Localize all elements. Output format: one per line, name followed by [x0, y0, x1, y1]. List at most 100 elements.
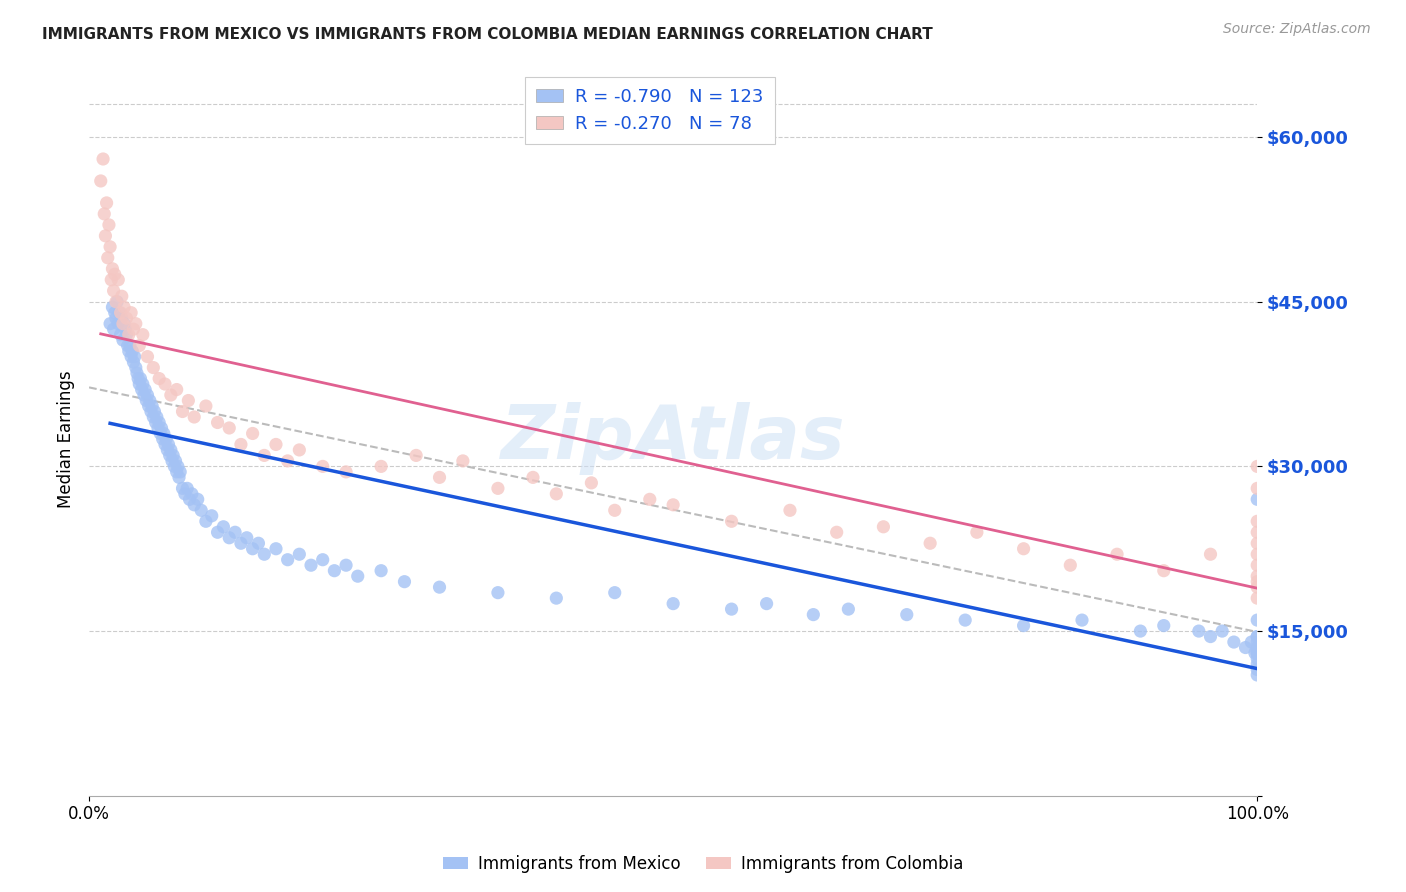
Point [167, 470, 190, 484]
Point [111, 333, 134, 347]
Point [299, 558, 322, 573]
Point [103, 322, 125, 336]
Point [120, 350, 142, 364]
Point [1246, 630, 1268, 644]
Point [97, 251, 120, 265]
Point [166, 465, 188, 479]
Point [156, 442, 179, 457]
Point [128, 377, 150, 392]
Point [166, 383, 188, 397]
Point [207, 525, 229, 540]
Point [124, 350, 146, 364]
Point [229, 536, 252, 550]
Point [1071, 613, 1094, 627]
Point [117, 338, 139, 352]
Text: ZipAtlas: ZipAtlas [501, 402, 845, 475]
Point [142, 409, 165, 424]
Point [872, 520, 894, 534]
Point [277, 454, 299, 468]
Point [180, 487, 202, 501]
Point [1246, 574, 1268, 589]
Point [153, 437, 176, 451]
Point [1246, 492, 1268, 507]
Point [148, 416, 170, 430]
Point [100, 273, 122, 287]
Point [288, 547, 311, 561]
Point [335, 558, 357, 573]
Point [247, 536, 270, 550]
Point [1199, 547, 1222, 561]
Point [104, 267, 127, 281]
Point [122, 322, 145, 336]
Point [429, 580, 451, 594]
Point [755, 597, 778, 611]
Point [370, 564, 392, 578]
Point [1246, 569, 1268, 583]
Point [122, 355, 145, 369]
Point [107, 273, 129, 287]
Point [242, 426, 264, 441]
Point [224, 525, 246, 540]
Point [194, 399, 217, 413]
Point [242, 541, 264, 556]
Point [1105, 547, 1128, 561]
Point [104, 306, 127, 320]
Point [1246, 646, 1268, 660]
Point [429, 470, 451, 484]
Point [91, 152, 114, 166]
Point [104, 311, 127, 326]
Point [159, 449, 181, 463]
Point [1246, 459, 1268, 474]
Point [1223, 635, 1246, 649]
Point [179, 492, 201, 507]
Point [779, 503, 801, 517]
Point [172, 404, 194, 418]
Point [1246, 547, 1268, 561]
Point [165, 454, 187, 468]
Point [128, 338, 150, 352]
Point [346, 569, 368, 583]
Point [115, 327, 138, 342]
Point [837, 602, 859, 616]
Point [323, 564, 346, 578]
Point [277, 552, 299, 566]
Point [1246, 635, 1268, 649]
Point [104, 294, 127, 309]
Point [98, 240, 121, 254]
Point [162, 449, 184, 463]
Point [1153, 618, 1175, 632]
Point [405, 449, 427, 463]
Point [187, 492, 209, 507]
Point [108, 306, 131, 320]
Point [94, 228, 117, 243]
Point [720, 514, 742, 528]
Point [96, 195, 118, 210]
Point [139, 393, 162, 408]
Point [253, 547, 276, 561]
Point [1246, 657, 1268, 671]
Point [183, 409, 205, 424]
Point [720, 602, 742, 616]
Point [603, 503, 626, 517]
Point [90, 174, 112, 188]
Point [546, 591, 568, 606]
Point [1246, 525, 1268, 540]
Point [111, 311, 134, 326]
Point [546, 487, 568, 501]
Point [1246, 514, 1268, 528]
Legend: Immigrants from Mexico, Immigrants from Colombia: Immigrants from Mexico, Immigrants from … [436, 848, 970, 880]
Point [288, 442, 311, 457]
Point [638, 492, 661, 507]
Point [1129, 624, 1152, 638]
Point [129, 371, 152, 385]
Point [183, 498, 205, 512]
Point [163, 459, 186, 474]
Point [229, 437, 252, 451]
Point [115, 311, 138, 326]
Point [1153, 564, 1175, 578]
Point [394, 574, 416, 589]
Point [236, 531, 259, 545]
Point [662, 498, 685, 512]
Point [107, 317, 129, 331]
Point [132, 388, 155, 402]
